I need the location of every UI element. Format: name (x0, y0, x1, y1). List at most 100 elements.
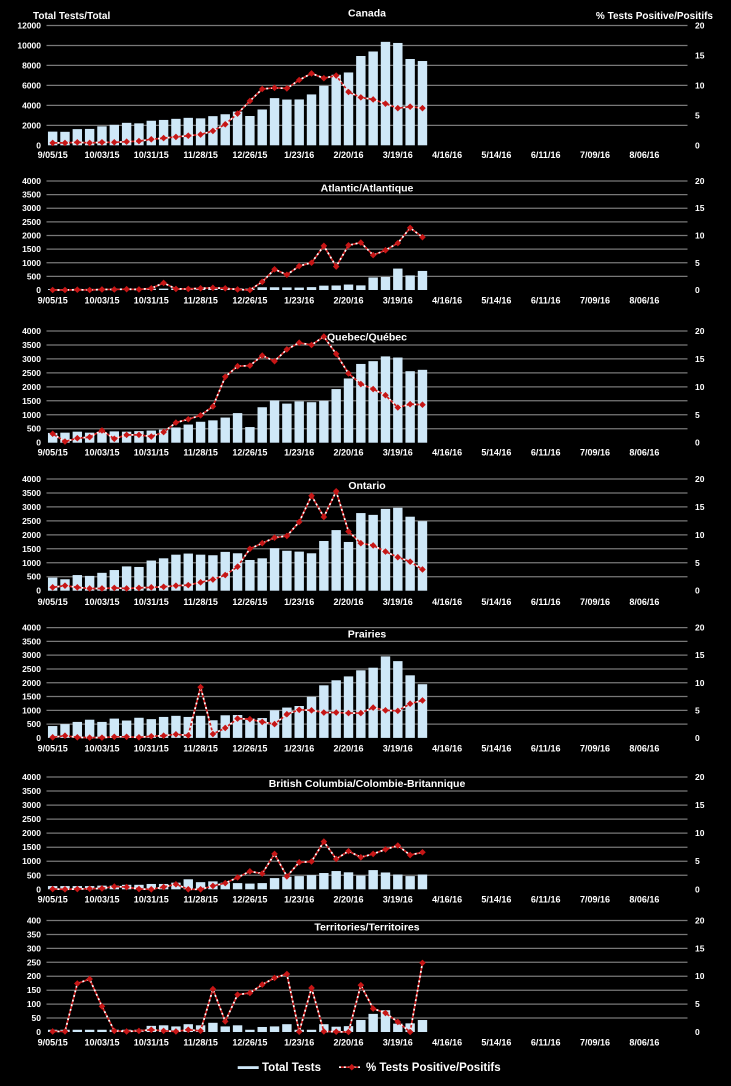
svg-text:4/16/16: 4/16/16 (432, 744, 462, 754)
svg-text:5: 5 (695, 999, 700, 1009)
svg-text:10/03/15: 10/03/15 (84, 296, 119, 306)
svg-text:6/11/16: 6/11/16 (531, 744, 561, 754)
svg-text:20: 20 (695, 176, 705, 186)
svg-text:10/31/15: 10/31/15 (134, 895, 169, 905)
svg-text:20: 20 (695, 772, 705, 782)
svg-text:10: 10 (695, 678, 705, 688)
svg-text:0: 0 (695, 140, 700, 150)
svg-text:3/19/16: 3/19/16 (383, 150, 413, 160)
svg-text:5: 5 (695, 856, 700, 866)
svg-text:7/09/16: 7/09/16 (580, 150, 610, 160)
svg-text:500: 500 (27, 271, 41, 281)
svg-text:3000: 3000 (22, 354, 41, 364)
svg-text:10: 10 (695, 828, 705, 838)
svg-text:500: 500 (27, 424, 41, 434)
svg-text:Atlantic/Atlantique: Atlantic/Atlantique (321, 182, 414, 194)
svg-text:Territories/Territoires: Territories/Territoires (314, 921, 419, 933)
svg-text:15: 15 (695, 502, 705, 512)
svg-text:1000: 1000 (22, 258, 41, 268)
svg-text:200: 200 (27, 971, 41, 981)
svg-text:12/26/15: 12/26/15 (232, 744, 267, 754)
svg-text:9/05/15: 9/05/15 (38, 744, 68, 754)
svg-text:1/23/16: 1/23/16 (284, 895, 314, 905)
svg-text:1/23/16: 1/23/16 (284, 296, 314, 306)
svg-text:15: 15 (695, 203, 705, 213)
svg-text:20: 20 (695, 474, 705, 484)
svg-text:5: 5 (695, 558, 700, 568)
svg-text:12/26/15: 12/26/15 (232, 1038, 267, 1048)
svg-text:2/20/16: 2/20/16 (333, 1038, 363, 1048)
svg-text:2500: 2500 (22, 516, 41, 526)
svg-text:3500: 3500 (22, 488, 41, 498)
svg-text:6/11/16: 6/11/16 (531, 597, 561, 607)
svg-text:3000: 3000 (22, 650, 41, 660)
svg-text:20: 20 (695, 916, 705, 926)
svg-text:11/28/15: 11/28/15 (183, 1038, 218, 1048)
svg-text:1000: 1000 (22, 558, 41, 568)
svg-text:12/26/15: 12/26/15 (232, 597, 267, 607)
svg-text:3000: 3000 (22, 502, 41, 512)
svg-text:12/26/15: 12/26/15 (232, 150, 267, 160)
svg-text:2/20/16: 2/20/16 (333, 744, 363, 754)
svg-text:300: 300 (27, 943, 41, 953)
svg-text:15: 15 (695, 650, 705, 660)
svg-text:1000: 1000 (22, 856, 41, 866)
svg-text:11/28/15: 11/28/15 (183, 296, 218, 306)
svg-text:10/31/15: 10/31/15 (134, 744, 169, 754)
svg-text:5/14/16: 5/14/16 (481, 448, 511, 458)
svg-text:50: 50 (32, 1013, 42, 1023)
svg-text:8000: 8000 (22, 60, 41, 70)
svg-text:5/14/16: 5/14/16 (481, 1038, 511, 1048)
svg-text:2000: 2000 (22, 120, 41, 130)
svg-text:20: 20 (695, 623, 705, 633)
svg-text:1500: 1500 (22, 396, 41, 406)
svg-text:1500: 1500 (22, 244, 41, 254)
svg-text:Total Tests: Total Tests (262, 1062, 321, 1074)
svg-text:10/31/15: 10/31/15 (134, 448, 169, 458)
svg-text:10: 10 (695, 80, 705, 90)
svg-text:2000: 2000 (22, 530, 41, 540)
svg-text:4000: 4000 (22, 623, 41, 633)
svg-text:Quebec/Québec: Quebec/Québec (327, 331, 407, 343)
svg-text:6/11/16: 6/11/16 (531, 150, 561, 160)
svg-text:15: 15 (695, 51, 705, 61)
svg-text:10: 10 (695, 530, 705, 540)
svg-text:11/28/15: 11/28/15 (183, 895, 218, 905)
svg-text:4/16/16: 4/16/16 (432, 150, 462, 160)
svg-text:12/26/15: 12/26/15 (232, 448, 267, 458)
svg-text:0: 0 (36, 733, 41, 743)
svg-text:10/31/15: 10/31/15 (134, 296, 169, 306)
svg-text:10/03/15: 10/03/15 (84, 895, 119, 905)
svg-text:4000: 4000 (22, 176, 41, 186)
svg-text:12000: 12000 (17, 21, 41, 31)
svg-text:3000: 3000 (22, 203, 41, 213)
svg-text:5/14/16: 5/14/16 (481, 895, 511, 905)
svg-text:0: 0 (695, 586, 700, 596)
svg-text:3500: 3500 (22, 340, 41, 350)
svg-text:15: 15 (695, 354, 705, 364)
svg-text:8/06/16: 8/06/16 (629, 597, 659, 607)
svg-text:6000: 6000 (22, 80, 41, 90)
svg-text:4/16/16: 4/16/16 (432, 296, 462, 306)
svg-text:3/19/16: 3/19/16 (383, 744, 413, 754)
svg-text:2500: 2500 (22, 814, 41, 824)
svg-text:5: 5 (695, 110, 700, 120)
svg-text:8/06/16: 8/06/16 (629, 296, 659, 306)
svg-text:10: 10 (695, 971, 705, 981)
svg-text:100: 100 (27, 999, 41, 1009)
svg-text:0: 0 (695, 884, 700, 894)
svg-text:Ontario: Ontario (348, 480, 385, 492)
svg-text:11/28/15: 11/28/15 (183, 150, 218, 160)
svg-text:5: 5 (695, 410, 700, 420)
svg-text:5/14/16: 5/14/16 (481, 150, 511, 160)
svg-text:0: 0 (36, 285, 41, 295)
svg-text:9/05/15: 9/05/15 (38, 895, 68, 905)
svg-text:2/20/16: 2/20/16 (333, 150, 363, 160)
svg-text:8/06/16: 8/06/16 (629, 895, 659, 905)
svg-text:% Tests Positive/Positifs: % Tests Positive/Positifs (596, 11, 714, 22)
svg-text:Total Tests/Total: Total Tests/Total (33, 11, 110, 22)
svg-text:6/11/16: 6/11/16 (531, 1038, 561, 1048)
svg-text:7/09/16: 7/09/16 (580, 597, 610, 607)
svg-text:1500: 1500 (22, 842, 41, 852)
svg-text:20: 20 (695, 21, 705, 31)
